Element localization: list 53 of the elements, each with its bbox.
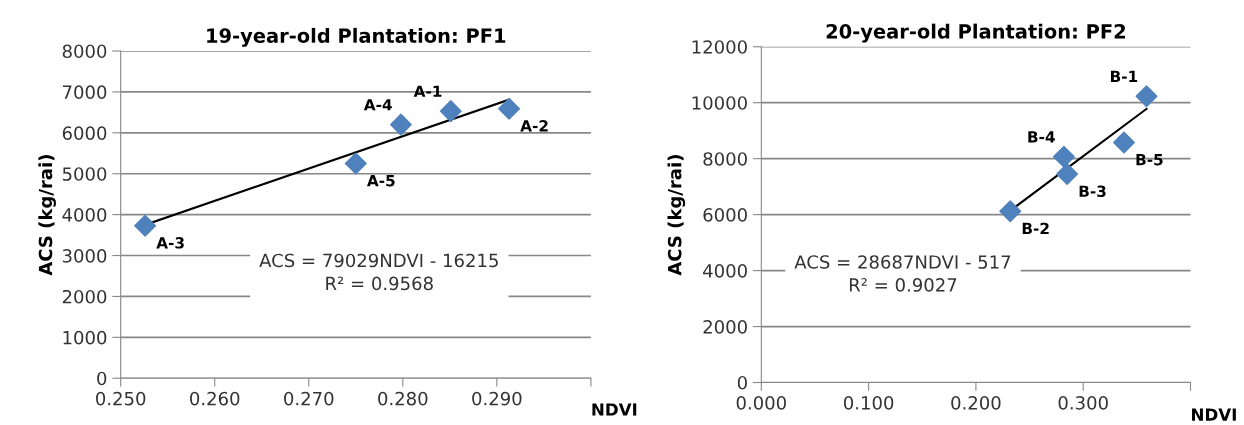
annotation: ACS = 28687NDVI - 517 R² = 0.9027 (794, 255, 1011, 292)
chart-title: 19-year-old Plantation: PF1 (207, 27, 506, 47)
annotation: B-3 (1079, 185, 1106, 197)
point (134, 214, 157, 237)
y-tick-label: 1000 (63, 330, 107, 345)
y-tick-label: 10000 (692, 96, 747, 110)
annotation: B-1 (1110, 70, 1138, 82)
y-tick-label: 6000 (62, 126, 107, 140)
chart-title: 20-year-old Plantation: PF2 (826, 23, 1125, 43)
y-tick-label: 7000 (63, 85, 107, 100)
point (1052, 145, 1075, 168)
point (1112, 131, 1135, 154)
x-tick-label: 0.300 (1058, 396, 1108, 410)
x-tick-label: 0.200 (951, 396, 1001, 410)
point (344, 152, 367, 175)
x-tick-label: 0.280 (378, 391, 428, 406)
x-tick-label: 0.000 (736, 396, 786, 410)
y-tick-label: 0 (737, 375, 747, 390)
x-tick-label: 0.100 (843, 396, 894, 410)
y-tick-label: 8000 (62, 44, 107, 59)
x-axis-title: NDVI (1192, 408, 1236, 421)
y-tick-label: 2000 (62, 289, 107, 304)
point (999, 200, 1022, 223)
annotation: A-1 (413, 85, 442, 97)
y-axis-title: ACS (kg/rai) (667, 155, 686, 276)
y-tick-label: 2000 (703, 320, 747, 334)
y-tick-label: 3000 (62, 248, 107, 263)
y-tick-label: 4000 (703, 264, 747, 278)
y-tick-label: 4000 (62, 208, 107, 222)
x-tick-label: 0.260 (190, 391, 240, 406)
x-tick-label: 0.270 (284, 391, 334, 406)
x-tick-label: 0.250 (96, 391, 146, 406)
point (439, 100, 462, 123)
point (498, 97, 521, 120)
y-tick-label: 5000 (62, 167, 107, 181)
annotation: A-3 (156, 237, 184, 249)
y-tick-label: 8000 (703, 152, 747, 166)
annotation: B-4 (1028, 131, 1055, 143)
point (1135, 85, 1158, 108)
point (1056, 163, 1079, 186)
y-tick-label: 12000 (692, 40, 747, 54)
annotation: B-2 (1022, 222, 1049, 234)
annotation: ACS = 79029NDVI - 16215 R² = 0.9568 (259, 253, 498, 291)
annotation: B-5 (1136, 154, 1163, 166)
annotation: A-4 (363, 99, 392, 111)
annotation: A-2 (520, 120, 548, 132)
y-tick-label: 6000 (703, 208, 747, 222)
x-axis-title: NDVI (592, 403, 637, 416)
annotation: A-5 (366, 175, 395, 187)
y-tick-label: 0 (97, 371, 107, 386)
point (389, 113, 412, 136)
x-tick-label: 0.290 (472, 391, 522, 406)
y-axis-title: ACS (kg/rai) (38, 155, 56, 276)
